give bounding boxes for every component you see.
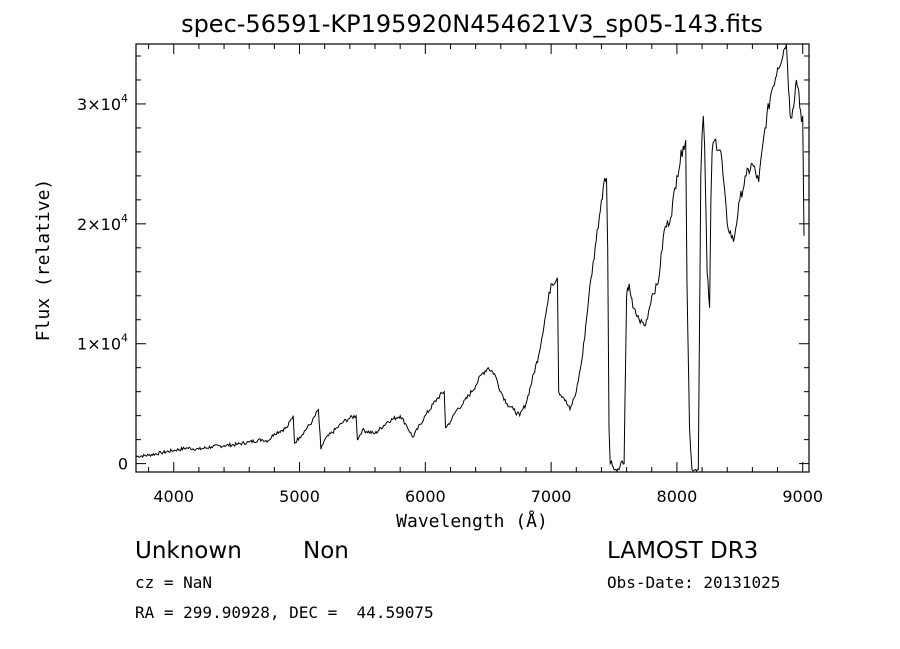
coordinates-label: RA = 299.90928, DEC = 44.59075 [135,603,434,622]
chart-title: spec-56591-KP195920N454621V3_sp05-143.fi… [181,10,763,38]
y-axis-label: Flux (relative) [33,179,54,342]
x-tick-label: 6000 [405,487,446,506]
x-tick-label: 8000 [657,487,698,506]
x-axis-label: Wavelength (Å) [396,510,548,532]
x-tick-label: 9000 [782,487,823,506]
y-tick-label: 3×104 [77,92,128,114]
plot-frame [135,43,810,473]
redshift-label: cz = NaN [135,573,213,592]
survey-label: LAMOST DR3 [607,538,759,564]
y-tick-label: 2×104 [77,212,128,234]
spectral-subclass-label: Non [303,538,349,564]
spectrum-line [136,43,805,473]
y-tick-label: 0 [118,455,128,474]
y-tick-label: 1×104 [77,332,128,354]
x-tick-label: 7000 [531,487,572,506]
obs-date-label: Obs-Date: 20131025 [607,573,781,592]
x-tick-label: 5000 [279,487,320,506]
spectral-class-label: Unknown [135,538,242,564]
x-tick-label: 4000 [153,487,194,506]
axis-ticks: 4000 5000 6000 7000 8000 9000 0 1×104 2×104 3×104 [77,44,823,506]
